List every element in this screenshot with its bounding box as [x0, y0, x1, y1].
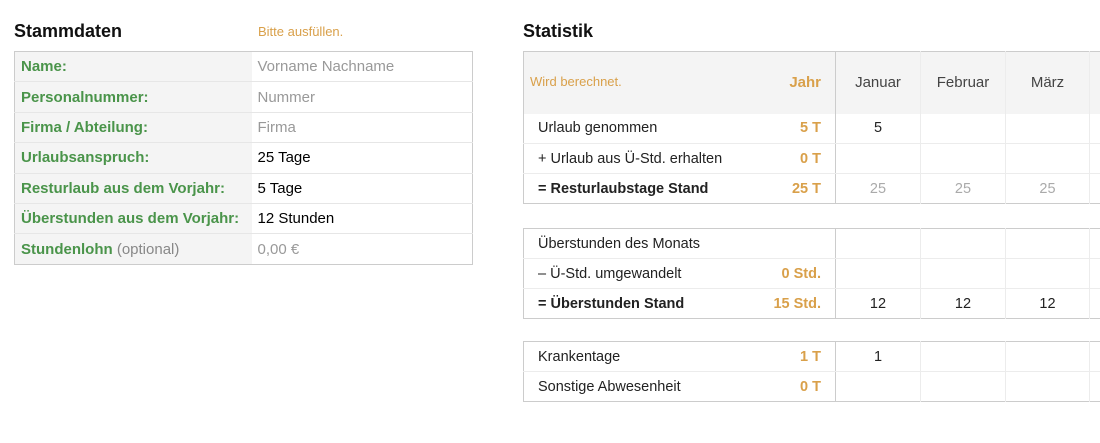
row-label: = Überstunden Stand — [538, 295, 685, 312]
field-label: Überstunden aus dem Vorjahr: — [14, 203, 252, 235]
row-label: + Urlaub aus Ü-Std. erhalten — [523, 143, 758, 174]
month-cell[interactable] — [920, 113, 1006, 144]
field-label: Name: — [14, 51, 252, 83]
statistik-header-row: Wird berechnet. Jahr Januar Februar März — [523, 51, 1100, 114]
statistik-row: = Überstunden Stand 15 Std. 12 12 12 — [524, 288, 1100, 319]
field-label-text: Firma / Abteilung: — [21, 118, 148, 136]
statistik-row: Sonstige Abwesenheit 0 T — [524, 371, 1100, 402]
month-cell[interactable] — [1089, 143, 1100, 174]
field-label: Urlaubsanspruch: — [14, 142, 252, 174]
field-input[interactable]: 12 Stunden — [251, 203, 473, 235]
month-header: März — [1005, 51, 1090, 114]
field-input[interactable]: Vorname Nachname — [251, 51, 473, 83]
statistik-hint: Wird berechnet. — [523, 51, 758, 114]
statistik-table: Wird berechnet. Jahr Januar Februar März Urla… — [523, 51, 1100, 204]
month-cell[interactable]: 1 — [835, 341, 921, 372]
field-input[interactable]: Firma — [251, 112, 473, 144]
stammdaten-table: Name: Vorname Nachname Personalnummer: Numm… — [14, 51, 473, 265]
month-cell[interactable] — [1089, 341, 1100, 372]
month-cell[interactable]: 25 — [1005, 173, 1090, 204]
month-cell[interactable] — [1005, 143, 1090, 174]
month-cell[interactable]: 12 — [920, 288, 1006, 319]
year-total: 25 T — [791, 180, 821, 197]
month-cell[interactable] — [1005, 341, 1090, 372]
statistik-row: + Urlaub aus Ü-Std. erhalten 0 T — [523, 143, 1100, 174]
month-cell[interactable] — [1005, 371, 1090, 402]
field-label-text: Personalnummer: — [21, 88, 149, 106]
month-cell[interactable] — [835, 258, 921, 289]
statistik-title: Statistik — [523, 21, 594, 41]
field-label-text: Überstunden aus dem Vorjahr: — [21, 210, 240, 228]
month-cell[interactable] — [920, 228, 1006, 259]
month-cell[interactable] — [835, 228, 921, 259]
month-cell[interactable] — [835, 371, 921, 402]
row-label: Überstunden des Monats — [523, 228, 758, 259]
stammdaten-row: Personalnummer: Nummer — [14, 81, 473, 113]
month-cell[interactable]: 25 — [920, 173, 1006, 204]
field-input[interactable]: 0,00 € — [257, 240, 300, 258]
stammdaten-row: Urlaubsanspruch: 25 Tage — [14, 142, 473, 174]
month-cell[interactable] — [920, 341, 1006, 372]
month-cell[interactable] — [1089, 258, 1100, 289]
field-label-text: Resturlaub aus dem Vorjahr: — [21, 179, 225, 197]
month-cell[interactable]: 12 — [835, 288, 921, 319]
year-total — [757, 228, 836, 259]
stammdaten-row: Firma / Abteilung: Firma — [14, 112, 473, 144]
month-cell[interactable] — [1005, 228, 1090, 259]
stammdaten-row: Überstunden aus dem Vorjahr: 12 Stunden — [14, 203, 473, 235]
statistik-row: = Resturlaubstage Stand 25 T 25 25 25 — [524, 173, 1100, 204]
month-header: Januar — [835, 51, 921, 114]
month-cell[interactable]: 12 — [1005, 288, 1090, 319]
month-cell[interactable]: 5 — [835, 113, 921, 144]
field-label: Firma / Abteilung: — [14, 112, 252, 144]
field-label-text: Urlaubsanspruch: — [21, 149, 150, 167]
statistik-table: Krankentage 1 T 1 Sonstige Abwesenheit 0 T — [523, 341, 1100, 402]
field-label-text: Name: — [21, 58, 67, 76]
year-total: 0 Std. — [757, 258, 836, 289]
month-cell[interactable] — [1089, 228, 1100, 259]
month-cell[interactable] — [1005, 113, 1090, 144]
field-label: Stundenlohn (optional) — [14, 233, 252, 265]
month-cell[interactable] — [920, 143, 1006, 174]
stammdaten-hint: Bitte ausfüllen. — [258, 24, 344, 39]
month-cell[interactable] — [1005, 258, 1090, 289]
field-label-text: Stundenlohn — [21, 240, 113, 258]
statistik-row: – Ü-Std. umgewandelt 0 Std. — [523, 258, 1100, 289]
year-total: 0 T — [757, 143, 836, 174]
month-cell[interactable] — [920, 371, 1006, 402]
field-label: Personalnummer: — [14, 81, 252, 113]
month-cell[interactable] — [1089, 288, 1100, 319]
row-label: = Resturlaubstage Stand — [538, 180, 709, 197]
year-total: 5 T — [757, 113, 836, 144]
year-header: Jahr — [757, 51, 836, 114]
field-label: Resturlaub aus dem Vorjahr: — [14, 173, 252, 204]
month-cell[interactable] — [1089, 371, 1100, 402]
month-cell[interactable] — [920, 258, 1006, 289]
row-label: – Ü-Std. umgewandelt — [523, 258, 758, 289]
stammdaten-row: Stundenlohn (optional) 0,00 € — [14, 233, 473, 265]
year-total: 15 Std. — [773, 295, 821, 312]
field-input[interactable]: Nummer — [251, 81, 473, 113]
field-input[interactable]: 25 Tage — [251, 142, 473, 174]
row-label: Sonstige Abwesenheit — [538, 378, 681, 395]
stammdaten-row: Resturlaub aus dem Vorjahr: 5 Tage — [14, 173, 473, 204]
month-cell[interactable] — [835, 143, 921, 174]
field-label-suffix: (optional) — [116, 240, 180, 258]
year-total: 0 T — [800, 378, 821, 395]
month-header: Februar — [920, 51, 1006, 114]
statistik-row: Überstunden des Monats — [523, 228, 1100, 259]
row-label: Krankentage — [523, 341, 758, 372]
stammdaten-title: Stammdaten — [14, 21, 123, 41]
stammdaten-row: Name: Vorname Nachname — [14, 51, 473, 83]
month-cell[interactable] — [1089, 113, 1100, 144]
row-label: Urlaub genommen — [523, 113, 758, 144]
month-header — [1089, 51, 1100, 114]
month-cell[interactable] — [1089, 173, 1100, 204]
month-cell[interactable]: 25 — [835, 173, 921, 204]
statistik-table: Überstunden des Monats – Ü-Std. umgewande… — [523, 228, 1100, 319]
year-total: 1 T — [757, 341, 836, 372]
field-input[interactable]: 5 Tage — [251, 173, 473, 204]
